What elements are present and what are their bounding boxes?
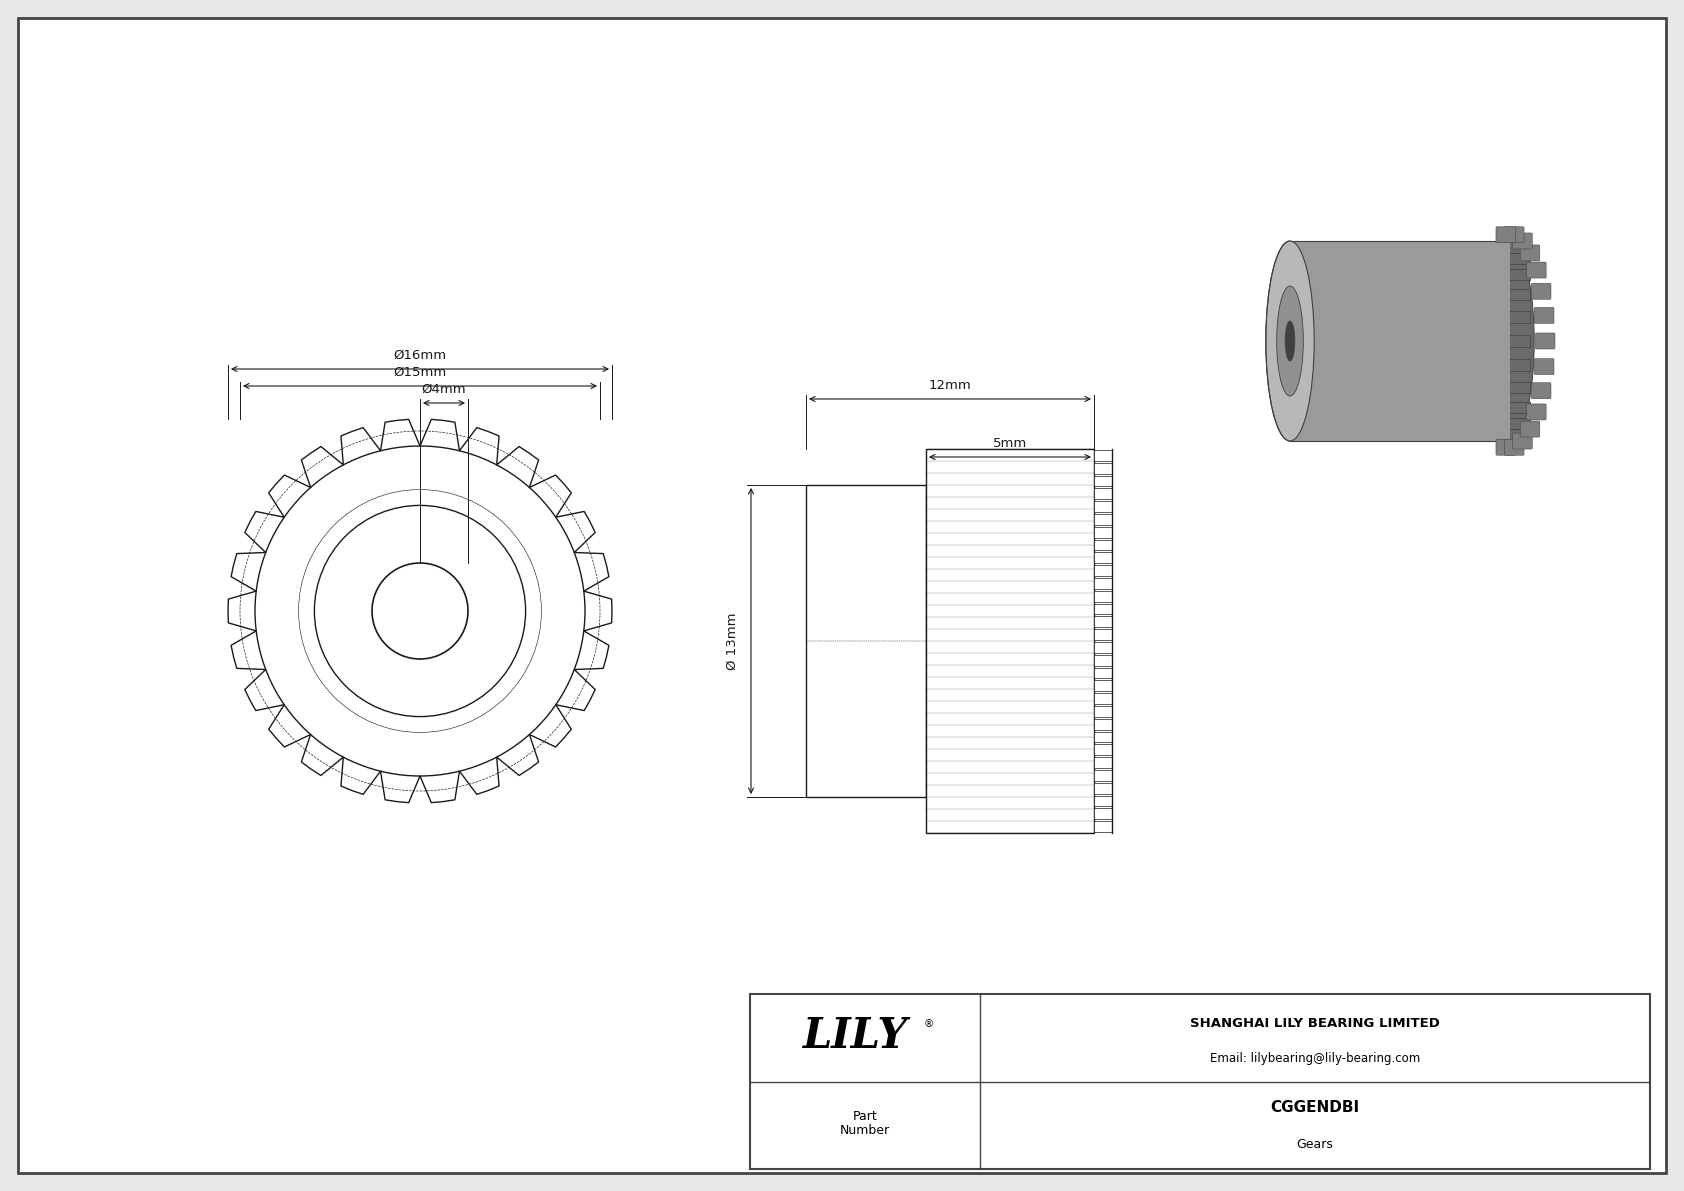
Bar bbox=[807, 485, 926, 797]
Bar bbox=[1504, 435, 1529, 445]
Bar bbox=[1504, 429, 1529, 441]
Bar bbox=[1504, 401, 1529, 413]
Text: ®: ® bbox=[925, 1019, 935, 1029]
Bar bbox=[1504, 242, 1529, 254]
FancyBboxPatch shape bbox=[1495, 439, 1516, 455]
Bar bbox=[1095, 655, 1111, 666]
Bar bbox=[1504, 401, 1529, 413]
FancyBboxPatch shape bbox=[1536, 333, 1554, 349]
Text: Ø 13mm: Ø 13mm bbox=[726, 612, 739, 669]
Bar bbox=[1095, 680, 1111, 691]
Text: 12mm: 12mm bbox=[928, 379, 972, 392]
FancyBboxPatch shape bbox=[1521, 245, 1539, 261]
Text: Ø15mm: Ø15mm bbox=[394, 366, 446, 379]
Bar bbox=[1504, 289, 1529, 300]
Bar bbox=[1095, 693, 1111, 704]
Bar bbox=[1095, 450, 1111, 461]
Text: CGGENDBI: CGGENDBI bbox=[1270, 1100, 1359, 1115]
Bar bbox=[1095, 731, 1111, 742]
Bar bbox=[1095, 809, 1111, 819]
FancyBboxPatch shape bbox=[1531, 283, 1551, 299]
Bar bbox=[1095, 553, 1111, 563]
Bar bbox=[1504, 336, 1529, 347]
Bar bbox=[1095, 540, 1111, 550]
Bar bbox=[1290, 241, 1511, 441]
FancyBboxPatch shape bbox=[1531, 382, 1551, 399]
FancyBboxPatch shape bbox=[1527, 262, 1546, 278]
Ellipse shape bbox=[1485, 241, 1534, 441]
Bar bbox=[1095, 488, 1111, 499]
Bar bbox=[1095, 757, 1111, 768]
Text: LILY: LILY bbox=[803, 1015, 908, 1056]
Text: Ø16mm: Ø16mm bbox=[394, 349, 446, 362]
Bar bbox=[1095, 501, 1111, 512]
Bar bbox=[1095, 744, 1111, 755]
Ellipse shape bbox=[1285, 322, 1295, 361]
Text: SHANGHAI LILY BEARING LIMITED: SHANGHAI LILY BEARING LIMITED bbox=[1191, 1017, 1440, 1030]
Text: Email: lilybearing@lily-bearing.com: Email: lilybearing@lily-bearing.com bbox=[1209, 1053, 1420, 1065]
Bar bbox=[1504, 382, 1529, 393]
Bar bbox=[1095, 578, 1111, 588]
FancyBboxPatch shape bbox=[1534, 358, 1554, 375]
Bar bbox=[1504, 429, 1529, 441]
Bar bbox=[1095, 526, 1111, 537]
Bar bbox=[1504, 236, 1529, 248]
FancyBboxPatch shape bbox=[1527, 404, 1546, 420]
Bar bbox=[1504, 312, 1529, 323]
Bar bbox=[749, 994, 1650, 1170]
Bar bbox=[1095, 629, 1111, 640]
Bar bbox=[1095, 796, 1111, 806]
Bar bbox=[1504, 254, 1529, 264]
Bar bbox=[1095, 782, 1111, 793]
Bar bbox=[1504, 254, 1529, 264]
Text: Part
Number: Part Number bbox=[840, 1110, 891, 1137]
Bar bbox=[1095, 642, 1111, 653]
Bar bbox=[1095, 719, 1111, 730]
Bar bbox=[1504, 418, 1529, 429]
Text: Ø4mm: Ø4mm bbox=[421, 384, 466, 395]
Bar bbox=[1095, 604, 1111, 615]
Bar bbox=[1095, 515, 1111, 525]
FancyBboxPatch shape bbox=[1504, 226, 1524, 243]
Bar bbox=[1095, 771, 1111, 781]
Bar bbox=[1504, 382, 1529, 393]
Ellipse shape bbox=[1266, 241, 1314, 441]
FancyBboxPatch shape bbox=[1521, 422, 1539, 437]
Bar bbox=[1504, 289, 1529, 300]
Bar bbox=[1095, 706, 1111, 717]
Bar bbox=[1095, 475, 1111, 486]
Bar bbox=[1095, 668, 1111, 679]
Bar bbox=[1095, 822, 1111, 833]
FancyBboxPatch shape bbox=[1495, 226, 1516, 243]
Text: Gears: Gears bbox=[1297, 1137, 1334, 1151]
FancyBboxPatch shape bbox=[1512, 434, 1532, 449]
Bar bbox=[1504, 236, 1529, 248]
Bar bbox=[1504, 360, 1529, 370]
Bar bbox=[1504, 360, 1529, 370]
Bar bbox=[1504, 312, 1529, 323]
Bar bbox=[1504, 418, 1529, 429]
Bar bbox=[1095, 566, 1111, 576]
FancyBboxPatch shape bbox=[1512, 233, 1532, 249]
Bar bbox=[1095, 591, 1111, 601]
Bar bbox=[1504, 269, 1529, 280]
Ellipse shape bbox=[1276, 286, 1303, 395]
Bar bbox=[1095, 463, 1111, 474]
FancyBboxPatch shape bbox=[1534, 307, 1554, 324]
Bar bbox=[1504, 242, 1529, 254]
Bar bbox=[1504, 336, 1529, 347]
Bar bbox=[1504, 269, 1529, 280]
FancyBboxPatch shape bbox=[1504, 439, 1524, 455]
Text: 5mm: 5mm bbox=[994, 437, 1027, 450]
Bar bbox=[1095, 617, 1111, 628]
Bar bbox=[1504, 435, 1529, 445]
Bar bbox=[926, 449, 1095, 833]
